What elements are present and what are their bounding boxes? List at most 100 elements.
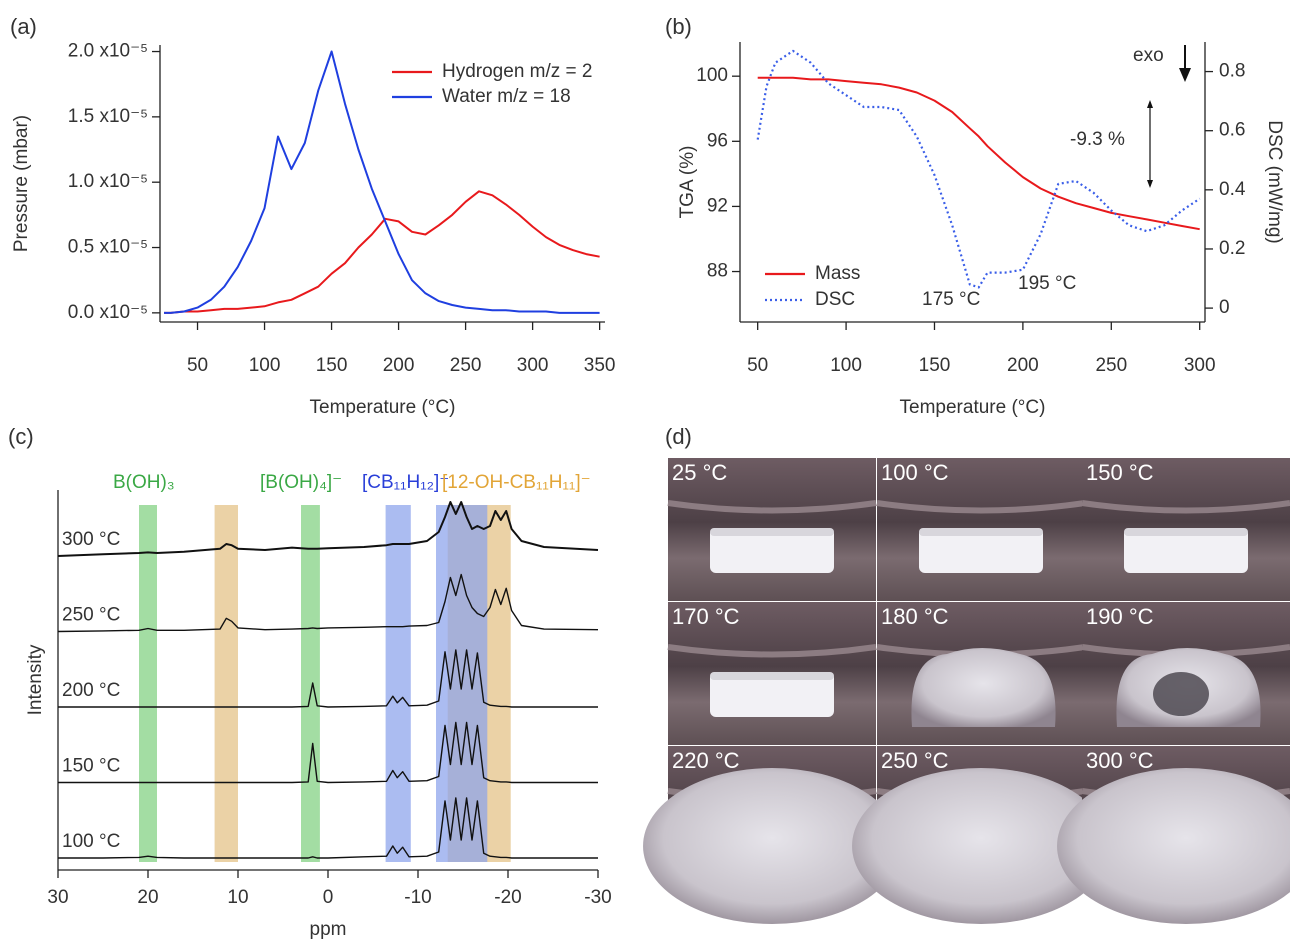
photo-label: 300 °C — [1086, 748, 1154, 773]
y-axis-title: Intensity — [25, 644, 46, 715]
band — [301, 505, 320, 862]
photo-label: 250 °C — [881, 748, 949, 773]
spectrum-label: 300 °C — [62, 529, 120, 550]
x-tick-label: 50 — [747, 355, 768, 376]
photo-label: 100 °C — [881, 460, 949, 485]
photo-rim — [667, 500, 877, 514]
x-axis-title: Temperature (°C) — [310, 397, 456, 418]
photo: 150 °C — [1081, 458, 1290, 601]
y2-tick-label: 0 — [1219, 297, 1230, 318]
band-label: [12-OH-CB₁₁H₁₁]⁻ — [442, 472, 591, 493]
photo-rim — [1081, 500, 1290, 514]
x-tick-label: -30 — [584, 887, 611, 908]
pellet-shade — [1124, 528, 1248, 536]
photo-label: 180 °C — [881, 604, 949, 629]
band — [139, 505, 157, 862]
x-tick-label: 50 — [187, 355, 208, 376]
y2-axis-title: DSC (mW/mg) — [1264, 120, 1285, 243]
annotation: exo — [1133, 45, 1164, 66]
foam-dome — [643, 768, 901, 924]
y2-tick-label: 0.2 — [1219, 238, 1245, 259]
x-tick-label: 300 — [1184, 355, 1216, 376]
spectrum — [58, 721, 598, 784]
band — [214, 505, 238, 862]
photo: 190 °C — [1081, 602, 1290, 745]
x-tick-label: 100 — [249, 355, 281, 376]
y-tick-label: 100 — [696, 65, 728, 86]
photo: 180 °C — [876, 602, 1086, 745]
y2-tick-label: 0.4 — [1219, 179, 1246, 200]
photo-label: 170 °C — [672, 604, 740, 629]
spectrum-label: 250 °C — [62, 605, 120, 626]
photo: 250 °C — [852, 746, 1110, 924]
legend-label: Mass — [815, 263, 860, 284]
y-tick-label: 1.5 x10⁻⁵ — [68, 106, 148, 127]
panel-label: (d) — [665, 424, 692, 449]
legend-label: Water m/z = 18 — [442, 86, 571, 107]
spectrum-label: 100 °C — [62, 831, 120, 852]
annotation: 175 °C — [922, 289, 980, 310]
band-label: B(OH)₃ — [113, 472, 175, 493]
x-tick-label: 30 — [47, 887, 68, 908]
spectrum-label: 200 °C — [62, 680, 120, 701]
x-axis-title: Temperature (°C) — [900, 397, 1046, 418]
legend-label: Hydrogen m/z = 2 — [442, 61, 593, 82]
photo-label: 150 °C — [1086, 460, 1154, 485]
y-axis-title: TGA (%) — [677, 146, 698, 219]
x-tick-label: 300 — [517, 355, 549, 376]
band-label: [B(OH)₄]⁻ — [260, 472, 342, 493]
band — [385, 505, 411, 862]
foam-dome — [1057, 768, 1290, 924]
x-tick-label: 20 — [137, 887, 158, 908]
photo: 300 °C — [1057, 746, 1290, 924]
photo: 25 °C — [667, 458, 877, 601]
x-tick-label: 250 — [450, 355, 482, 376]
x-axis-title: ppm — [310, 919, 347, 940]
photo: 170 °C — [667, 602, 877, 745]
spectrum — [58, 797, 598, 859]
dark-spot — [1153, 672, 1209, 716]
x-tick-label: -10 — [404, 887, 431, 908]
x-tick-label: 350 — [584, 355, 616, 376]
y-tick-label: 92 — [707, 195, 728, 216]
x-tick-label: 150 — [316, 355, 348, 376]
legend-label: DSC — [815, 289, 855, 310]
spectrum — [58, 649, 598, 708]
x-tick-label: 100 — [830, 355, 862, 376]
annotation: -9.3 % — [1070, 129, 1125, 150]
y-tick-label: 88 — [707, 261, 728, 282]
exo-arrow-head — [1179, 68, 1191, 82]
pellet — [710, 672, 834, 717]
y-tick-label: 0.0 x10⁻⁵ — [68, 302, 148, 323]
x-tick-label: -20 — [494, 887, 521, 908]
photo: 100 °C — [876, 458, 1086, 601]
panel-label: (c) — [8, 424, 34, 449]
x-tick-label: 250 — [1095, 355, 1127, 376]
annotation: 195 °C — [1018, 273, 1076, 294]
x-tick-label: 200 — [1007, 355, 1039, 376]
y-axis-title: Pressure (mbar) — [11, 115, 32, 252]
photo-rim — [876, 500, 1086, 514]
y-tick-label: 2.0 x10⁻⁵ — [68, 41, 148, 62]
panel-label: (b) — [665, 14, 692, 39]
photo: 220 °C — [643, 746, 901, 924]
pellet-shade — [919, 528, 1043, 536]
x-tick-label: 10 — [227, 887, 248, 908]
pellet-shade — [710, 672, 834, 680]
data-line — [756, 49, 1201, 289]
spectrum — [57, 501, 599, 557]
y2-tick-label: 0.8 — [1219, 61, 1245, 82]
data-line — [757, 76, 1200, 231]
foam-dome — [852, 768, 1110, 924]
photo-rim — [667, 644, 877, 658]
band-label: [CB₁₁H₁₂]⁻ — [362, 472, 449, 493]
pellet — [710, 528, 834, 573]
y-tick-label: 1.0 x10⁻⁵ — [68, 171, 148, 192]
x-tick-label: 0 — [323, 887, 334, 908]
pellet — [919, 528, 1043, 573]
pellet — [1124, 528, 1248, 573]
pellet — [911, 648, 1056, 727]
y2-tick-label: 0.6 — [1219, 120, 1245, 141]
spectrum — [57, 573, 599, 633]
